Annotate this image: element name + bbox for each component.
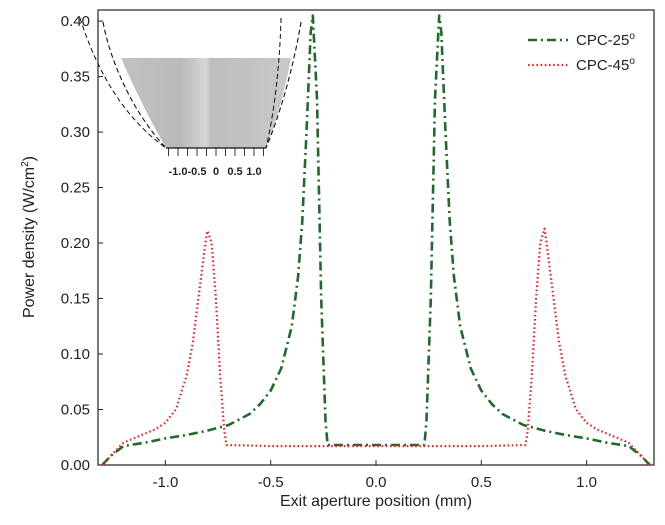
x-tick-label: 0.0: [366, 474, 387, 491]
x-tick-label: -0.5: [258, 474, 284, 491]
series-line-2: [101, 227, 651, 466]
y-axis-title-sup: 2: [20, 161, 31, 167]
inset-outer-wall-right: [265, 17, 282, 149]
inset-tick-label: -0.5: [188, 166, 207, 178]
y-axis-title-main: Power density (W/cm: [21, 167, 38, 318]
y-tick-label: 0.25: [61, 180, 90, 197]
y-tick-label: 0.30: [61, 124, 90, 141]
inset-tick-label: 1.0: [246, 166, 261, 178]
series-line-1: [101, 14, 651, 466]
y-axis-title-close: ): [21, 156, 38, 161]
y-tick-label: 0.10: [61, 346, 90, 363]
inset-cpc-body: [121, 58, 291, 148]
y-tick-label: 0.35: [61, 69, 90, 86]
y-axis-title: Power density (W/cm2): [20, 156, 38, 318]
inset-outer-wall-left: [79, 17, 167, 149]
legend: CPC-25o CPC-45o: [528, 31, 635, 74]
inset-tick-label: -1.0: [169, 166, 188, 178]
y-tick-label: 0.05: [61, 402, 90, 419]
legend-label-2: CPC-45o: [576, 56, 635, 74]
inset-inner-wall-right: [265, 21, 302, 149]
inset-tick-label: 0: [213, 166, 219, 178]
x-tick-label: 0.5: [471, 474, 492, 491]
y-tick-label: 0.15: [61, 291, 90, 308]
x-axis-title: Exit aperture position (mm): [280, 493, 472, 510]
y-tick-label: 0.00: [61, 457, 90, 474]
inset-tick-label: 0.5: [227, 166, 242, 178]
y-tick-label: 0.20: [61, 235, 90, 252]
x-tick-label: 1.0: [576, 474, 597, 491]
y-tick-label: 0.40: [61, 13, 90, 30]
legend-label-1: CPC-25o: [576, 31, 635, 49]
x-tick-label: -1.0: [152, 474, 178, 491]
cpc-inset-diagram: -1.0 -0.5 0 0.5 1.0: [79, 17, 302, 178]
